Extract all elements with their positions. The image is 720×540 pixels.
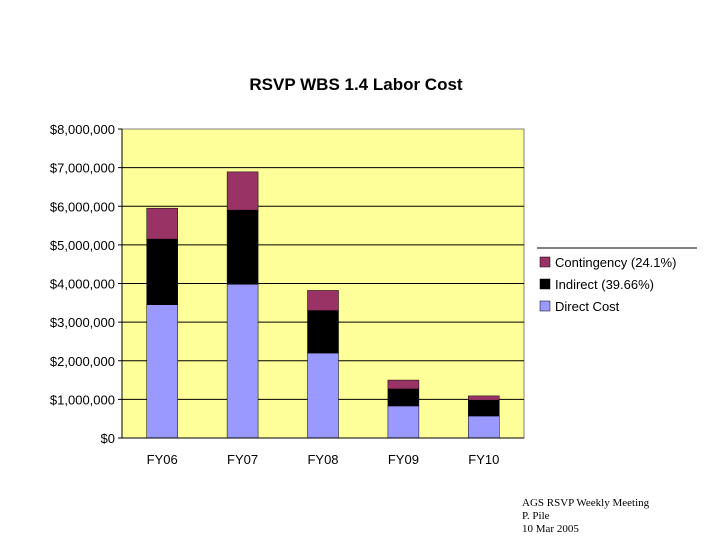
y-tick-label: $5,000,000 — [50, 238, 115, 253]
footer-meeting: AGS RSVP Weekly Meeting — [522, 497, 650, 509]
footer-date: 10 Mar 2005 — [522, 523, 579, 535]
y-tick-label: $3,000,000 — [50, 315, 115, 330]
footer-author: P. Pile — [522, 510, 550, 522]
x-tick-label: FY10 — [468, 452, 499, 467]
bar-segment — [468, 399, 500, 417]
legend-swatch — [539, 256, 551, 268]
chart-title: RSVP WBS 1.4 Labor Cost — [249, 75, 463, 94]
x-tick-label: FY09 — [388, 452, 419, 467]
legend-swatch — [539, 278, 551, 290]
x-tick-label: FY08 — [307, 452, 338, 467]
y-tick-label: $4,000,000 — [50, 277, 115, 292]
bar-segment — [387, 379, 420, 390]
bar-segment — [146, 238, 178, 305]
bar-segment — [307, 290, 339, 311]
legend-label: Contingency (24.1%) — [555, 255, 676, 270]
bar-segment — [226, 284, 259, 439]
y-tick-label: $2,000,000 — [50, 354, 115, 369]
legend-label: Direct Cost — [555, 299, 620, 314]
y-tick-label: $1,000,000 — [50, 392, 115, 407]
axes: $0 $1,000,000 $2,000,000 $3,000,000 $4,000,0… — [50, 122, 524, 467]
y-tick-label: $0 — [101, 431, 115, 446]
gridlines — [122, 167, 524, 400]
x-tick-label: FY06 — [147, 452, 178, 467]
footer-note: AGS RSVP Weekly Meeting P. Pile 10 Mar 2… — [522, 497, 649, 536]
legend: Contingency (24.1%) Indirect (39.66%) Dire… — [537, 247, 697, 314]
y-tick-label: $8,000,000 — [50, 122, 115, 137]
bar-segment — [146, 207, 178, 240]
bar-segment — [226, 209, 259, 285]
bar-segment — [307, 352, 339, 439]
bar-segment — [468, 415, 500, 439]
y-tick-label: $7,000,000 — [50, 161, 115, 176]
bar-segment — [146, 304, 178, 439]
legend-label: Indirect (39.66%) — [555, 277, 654, 292]
bar-segment — [387, 388, 420, 407]
legend-swatch — [539, 300, 551, 312]
bar-segment — [387, 405, 420, 439]
bar-segment — [226, 171, 259, 211]
bars — [146, 171, 500, 439]
bar-segment — [307, 310, 339, 354]
bar-segment — [468, 395, 500, 401]
x-tick-label: FY07 — [227, 452, 258, 467]
y-tick-label: $6,000,000 — [50, 199, 115, 214]
